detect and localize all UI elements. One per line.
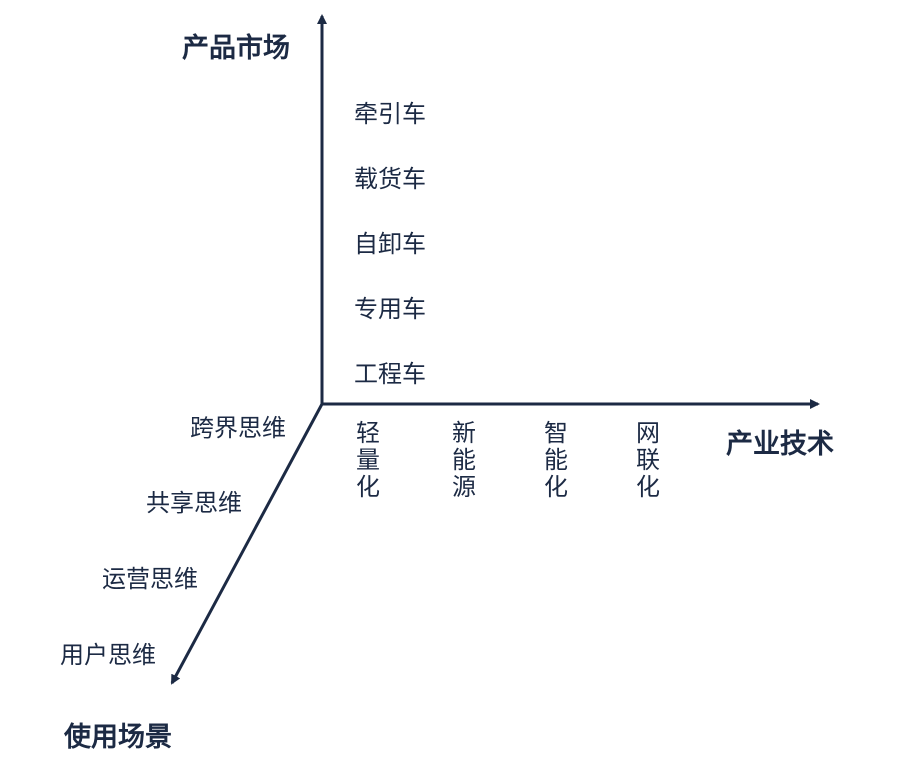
z-item: 运营思维	[102, 565, 198, 593]
x-item: 智能化	[544, 419, 568, 501]
x-item: 新能源	[452, 419, 476, 501]
x-item: 网联化	[636, 419, 660, 501]
y-item: 工程车	[354, 360, 426, 388]
z-item: 跨界思维	[190, 414, 286, 442]
z-axis-title: 使用场景	[64, 722, 172, 753]
y-item: 专用车	[354, 295, 426, 323]
z-item: 共享思维	[146, 489, 242, 517]
y-item: 载货车	[354, 165, 426, 193]
z-item: 用户思维	[60, 641, 156, 669]
y-item: 牵引车	[354, 100, 426, 128]
z-axis	[170, 403, 324, 685]
y-axis-title: 产品市场	[182, 33, 290, 64]
y-item: 自卸车	[354, 230, 426, 258]
x-item: 轻量化	[356, 419, 380, 501]
x-axis-title: 产业技术	[726, 429, 834, 460]
